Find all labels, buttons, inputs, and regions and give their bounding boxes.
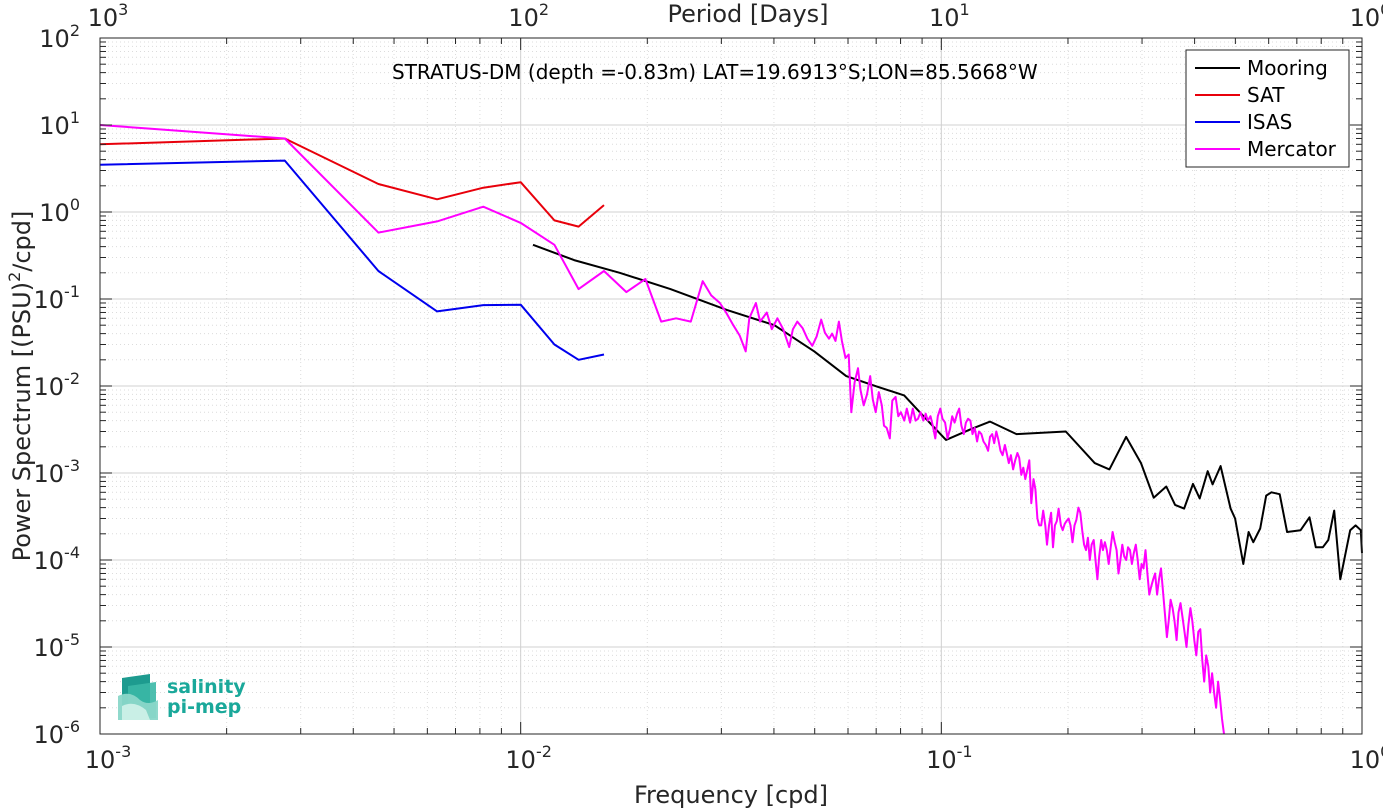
top-tick-label-exponent: 2: [539, 0, 549, 19]
top-tick-label-base: 10: [1350, 4, 1381, 32]
x-tick-label-exponent: 0: [1380, 742, 1383, 761]
x-tick-label: 10-3: [85, 742, 132, 774]
series-layer: [99, 124, 1363, 735]
legend: Mooring SAT ISAS Mercator: [1185, 49, 1350, 168]
y-tick-label: 101: [39, 108, 80, 140]
y-tick-label-exponent: 2: [70, 21, 80, 40]
y-tick-label: 100: [39, 195, 80, 227]
top-tick-label: 103: [88, 0, 129, 32]
x-tick-label: 10-2: [505, 742, 552, 774]
y-tick-label: 10-1: [34, 282, 81, 314]
top-tick-label-base: 10: [88, 4, 119, 32]
x-tick-label: 100: [1350, 742, 1383, 774]
x-tick-label-exponent: -1: [957, 742, 973, 761]
tick-labels: 10-310-210-110010310210110010-610-510-41…: [34, 0, 1383, 774]
y-tick-label: 10-5: [34, 630, 81, 662]
y-axis-label-main: Power Spectrum [(PSU): [8, 282, 36, 561]
y-tick-label-base: 10: [39, 199, 70, 227]
y-tick-label-base: 10: [39, 112, 70, 140]
series-line-isas: [99, 159, 605, 361]
y-tick-label-base: 10: [34, 460, 65, 488]
x-tick-label-base: 10: [1350, 746, 1381, 774]
y-tick-label-exponent: -6: [64, 717, 80, 736]
top-tick-label: 101: [929, 0, 970, 32]
series-line-mercator: [99, 124, 1225, 735]
y-tick-label-exponent: -1: [64, 282, 80, 301]
y-tick-label: 10-6: [34, 717, 81, 749]
top-tick-label-exponent: 3: [118, 0, 128, 19]
y-tick-label: 10-2: [34, 369, 81, 401]
legend-label-isas: ISAS: [1247, 110, 1292, 134]
y-tick-label-base: 10: [34, 634, 65, 662]
top-tick-label-base: 10: [929, 4, 960, 32]
top-tick-label-base: 10: [508, 4, 539, 32]
legend-label-sat: SAT: [1247, 83, 1285, 107]
y-tick-label: 10-3: [34, 456, 81, 488]
svg-text:pi-mep: pi-mep: [167, 696, 241, 718]
top-axis-label: Period [Days]: [667, 0, 828, 28]
legend-label-mooring: Mooring: [1247, 56, 1328, 80]
x-tick-label-base: 10: [926, 746, 957, 774]
series-line-mooring: [532, 243, 1363, 581]
y-axis-label-sup: 2: [5, 272, 24, 282]
y-tick-label-exponent: -5: [64, 630, 80, 649]
series-line-sat: [99, 137, 605, 228]
y-tick-label-base: 10: [39, 25, 70, 53]
y-tick-label-base: 10: [34, 547, 65, 575]
y-tick-label-base: 10: [34, 286, 65, 314]
x-axis-label: Frequency [cpd]: [634, 781, 828, 809]
y-axis-label-tail: /cpd]: [8, 211, 36, 272]
y-tick-label-exponent: -2: [64, 369, 80, 388]
top-tick-label-exponent: 1: [960, 0, 970, 19]
y-tick-label: 10-4: [34, 543, 81, 575]
y-tick-label-exponent: 1: [70, 108, 80, 127]
y-tick-label: 102: [39, 21, 80, 53]
x-tick-label-base: 10: [505, 746, 536, 774]
x-tick-label: 10-1: [926, 742, 973, 774]
y-tick-label-base: 10: [34, 721, 65, 749]
salinity-pi-mep-logo: salinity pi-mep: [118, 674, 246, 720]
x-tick-label-base: 10: [85, 746, 116, 774]
x-tick-label-exponent: -3: [115, 742, 131, 761]
y-tick-label-base: 10: [34, 373, 65, 401]
legend-box: [1185, 49, 1350, 168]
y-tick-label-exponent: -3: [64, 456, 80, 475]
annotation-text: STRATUS-DM (depth =-0.83m) LAT=19.6913°S…: [392, 60, 1038, 84]
y-tick-label-exponent: -4: [64, 543, 80, 562]
x-tick-label-exponent: -2: [536, 742, 552, 761]
y-axis-label: Power Spectrum [(PSU)2/cpd]: [5, 211, 36, 562]
top-tick-label: 102: [508, 0, 549, 32]
svg-text:salinity: salinity: [167, 676, 246, 698]
tick-marks: [99, 37, 1363, 735]
top-tick-label: 100: [1350, 0, 1383, 32]
legend-label-mercator: Mercator: [1247, 137, 1337, 161]
top-tick-label-exponent: 0: [1380, 0, 1383, 19]
y-tick-label-exponent: 0: [70, 195, 80, 214]
